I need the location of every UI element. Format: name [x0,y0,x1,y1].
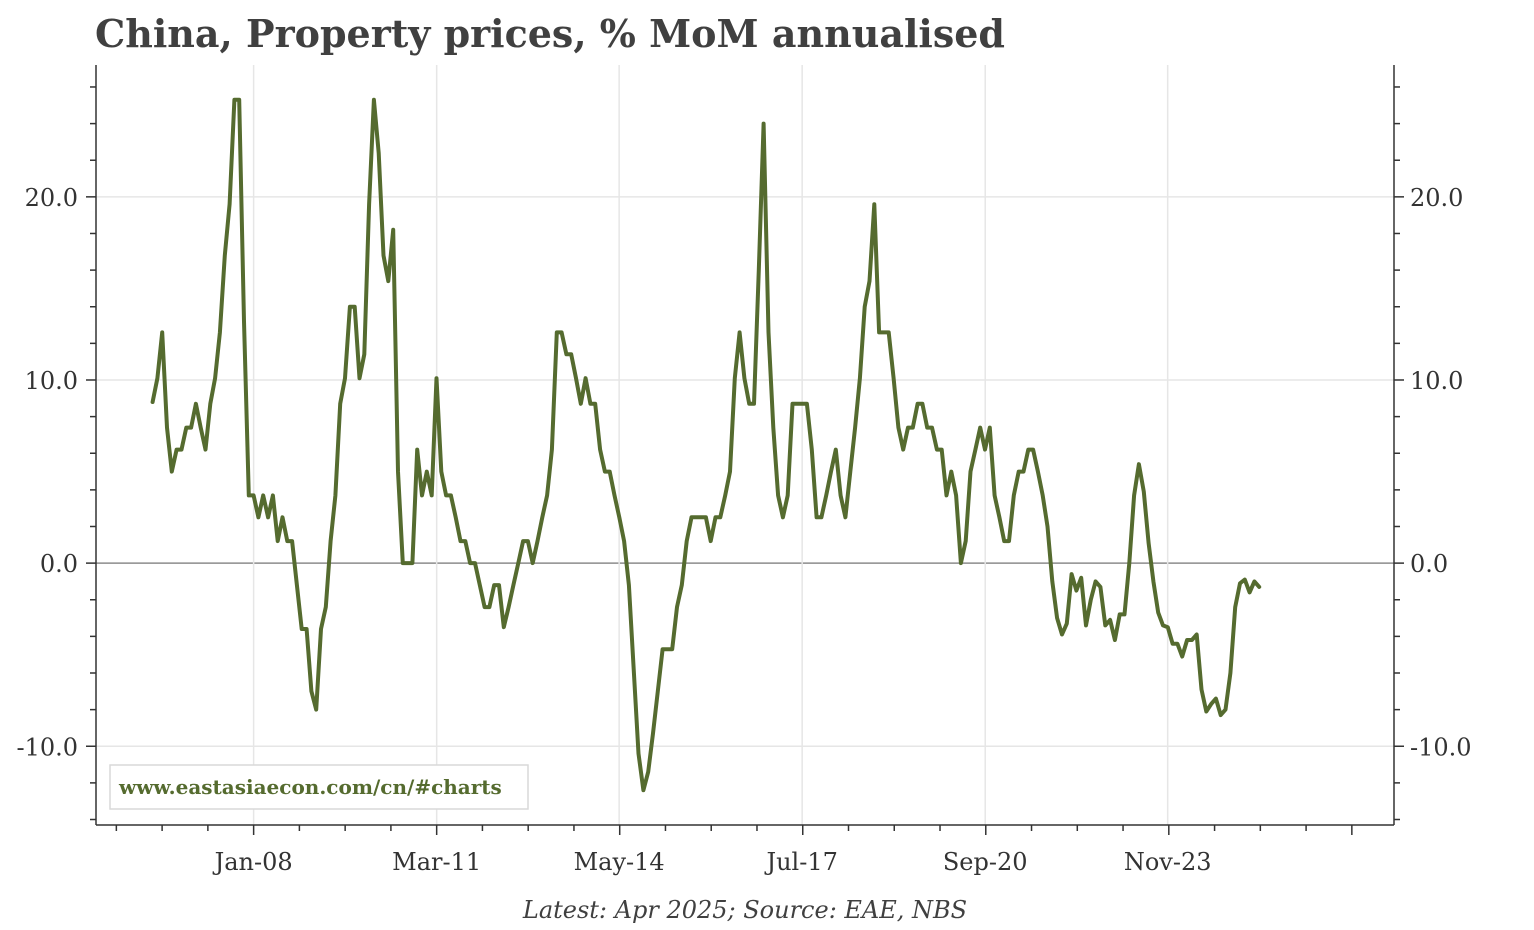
source-note: Latest: Apr 2025; Source: EAE, NBS [522,896,967,924]
watermark-frame [109,764,529,810]
axes-layer [86,65,1404,835]
series-line [150,97,1262,793]
watermark-box[interactable]: www.eastasiaecon.com/cn/#charts [109,764,529,810]
x-tick-label: Jan-08 [212,848,293,876]
y-tick-label-right: 0.0 [1410,550,1448,578]
x-tick-label: Mar-11 [392,848,481,876]
y-axis-left-labels: -10.0 0.0 10.0 20.0 [16,184,78,761]
y-tick-label-right: -10.0 [1410,733,1472,761]
grid-layer [96,65,1394,825]
y-tick-label-left: -10.0 [16,733,78,761]
watermark-link[interactable]: www.eastasiaecon.com/cn/#charts [118,775,502,799]
y-tick-label-right: 20.0 [1410,184,1463,212]
x-tick-label: Sep-20 [943,848,1028,876]
x-tick-label: May-14 [574,848,665,876]
series-layer [150,97,1262,793]
y-tick-label-left: 0.0 [40,550,78,578]
x-axis-labels: Jan-08 Mar-11 May-14 Jul-17 Sep-20 Nov-23 [212,848,1212,876]
chart-title: China, Property prices, % MoM annualised [95,11,1005,56]
y-tick-label-left: 10.0 [25,367,78,395]
y-tick-label-left: 20.0 [25,184,78,212]
y-axis-right-labels: -10.0 0.0 10.0 20.0 [1410,184,1472,761]
x-tick-label: Jul-17 [763,848,837,876]
x-tick-label: Nov-23 [1124,848,1212,876]
y-tick-label-right: 10.0 [1410,367,1463,395]
